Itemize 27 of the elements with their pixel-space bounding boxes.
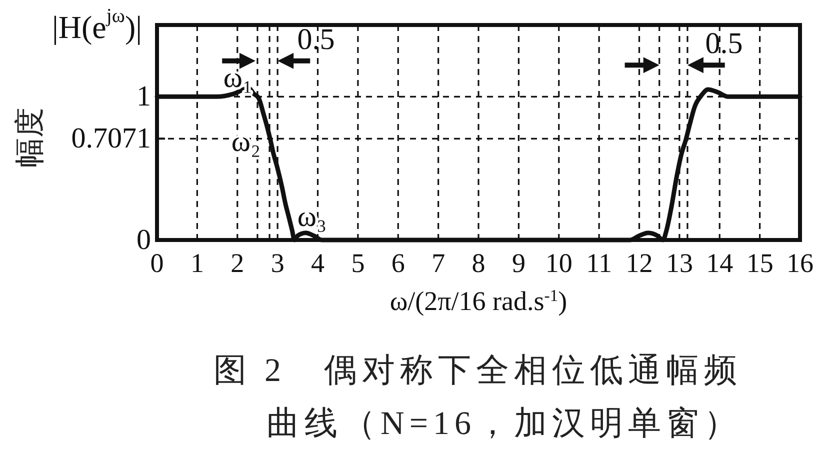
y-tick-label: 0.7071: [71, 122, 151, 155]
annotation: ω₃: [297, 201, 327, 233]
x-tick-label: 13: [666, 248, 693, 278]
annotation: 0.5: [297, 22, 335, 56]
x-tick-label: 1: [190, 248, 204, 278]
y-tick-label: 0: [136, 224, 151, 256]
x-tick-label: 10: [545, 248, 572, 278]
x-tick-label: 4: [311, 248, 325, 278]
x-tick-label: 5: [351, 248, 365, 278]
x-tick-label: 3: [270, 248, 284, 278]
x-tick-label: 11: [586, 248, 612, 278]
y-tick-label: 1: [136, 80, 151, 113]
x-tick-label: 15: [746, 248, 774, 278]
text: |H(e$^{jω}$)|: [52, 5, 142, 45]
x-tick-label: 2: [230, 248, 244, 278]
annotation: 0.5: [705, 26, 743, 60]
x-tick-label: 9: [512, 248, 526, 278]
x-tick-label: 12: [626, 248, 653, 278]
text: 图 2 偶对称下全相位低通幅频曲线（N=16，加汉明单窗）: [213, 353, 742, 442]
x-tick-label: 8: [472, 248, 486, 278]
x-tick-label: 14: [706, 248, 734, 278]
x-tick-label: 16: [786, 248, 814, 278]
annotation: ω₁: [223, 62, 253, 94]
x-axis-title: ω/(2π/16 rad.s$^{-1}$): [390, 286, 568, 316]
y-axis-title: 幅度: [14, 108, 46, 168]
x-tick-label: 7: [432, 248, 446, 278]
x-tick-label: 6: [391, 248, 405, 278]
